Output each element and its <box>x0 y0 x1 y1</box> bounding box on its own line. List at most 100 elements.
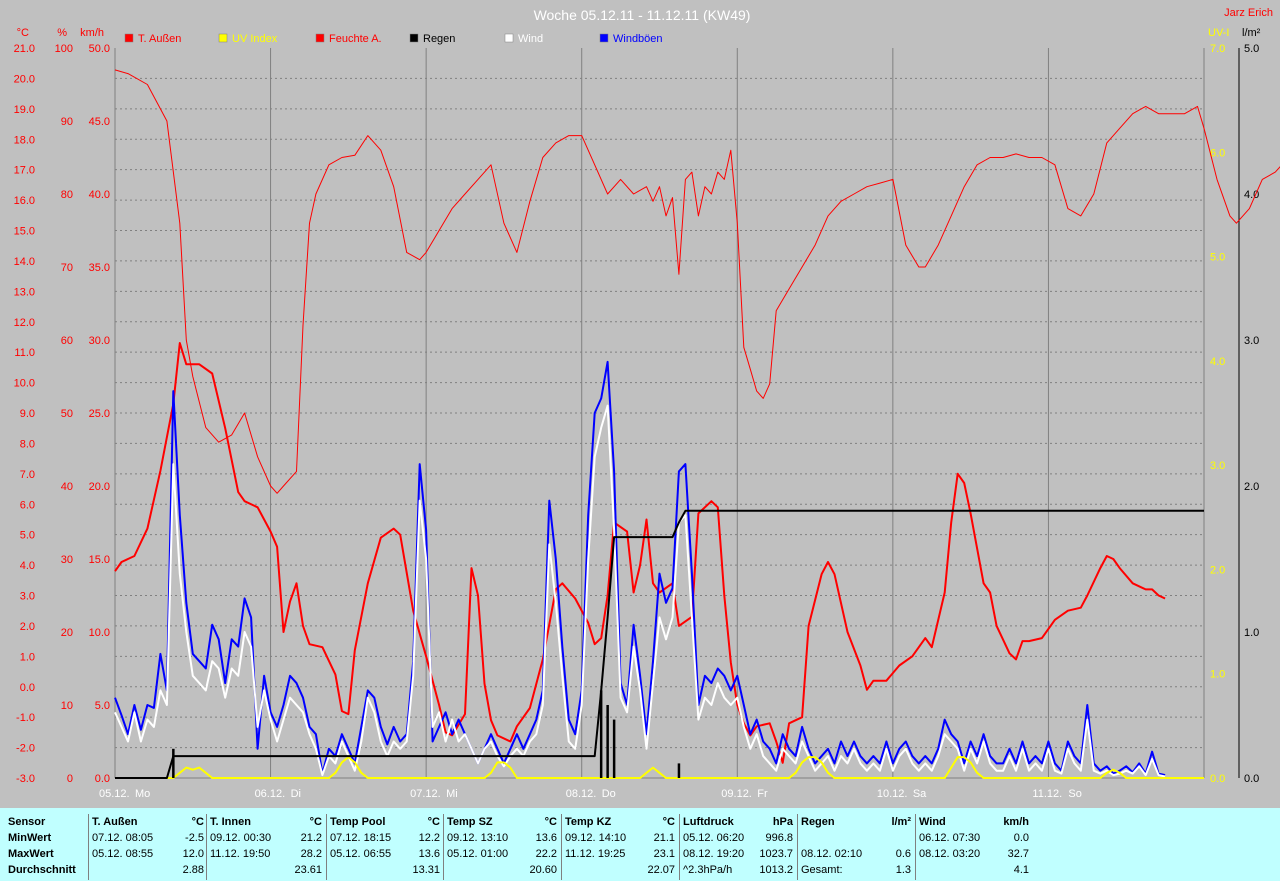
stats-cell: 06.12. 07:30 <box>919 832 981 844</box>
y-tick-label: 2.0 <box>20 621 35 633</box>
y-tick-label: 25.0 <box>89 408 110 420</box>
y-tick-label: 1.0 <box>1210 669 1225 681</box>
y-tick-label: 3.0 <box>1210 460 1225 472</box>
y-axis-unit: % <box>57 27 67 39</box>
stats-cell: °C <box>309 816 322 828</box>
stats-cell: MinWert <box>8 832 52 844</box>
stats-cell: km/h <box>1003 816 1029 828</box>
stats-cell: 22.07 <box>647 864 675 876</box>
stats-cell: 09.12. 00:30 <box>210 832 272 844</box>
y-tick-label: 20.0 <box>14 73 35 85</box>
y-tick-label: 4.0 <box>1210 356 1225 368</box>
y-tick-label: 3.0 <box>1244 335 1259 347</box>
stats-cell: Durchschnitt <box>8 864 76 876</box>
stats-cell: 05.12. 06:55 <box>330 848 392 860</box>
series-line <box>114 404 1166 778</box>
y-tick-label: 50.0 <box>89 43 110 55</box>
legend-label: Regen <box>423 33 455 45</box>
stats-cell: 23.1 <box>653 848 675 860</box>
y-tick-label: 16.0 <box>14 195 35 207</box>
stats-divider <box>326 814 327 880</box>
stats-divider <box>561 814 562 880</box>
axes: -3.0 -2.0 -1.0 0.0 1.0 2.0 3.0 4.0 5.0 6.0 7.0 8.0 9… <box>14 27 1261 785</box>
stats-cell: °C <box>427 816 440 828</box>
stats-cell: 05.12. 06:20 <box>683 832 745 844</box>
stats-column: Luftdruck hPa 05.12. 06:20 996.8 08.12. 19:2… <box>683 808 793 881</box>
stats-cell: 1.3 <box>895 864 911 876</box>
y-tick-label: 35.0 <box>89 262 110 274</box>
y-tick-label: 60 <box>61 335 73 347</box>
stats-column: T. Außen °C 07.12. 08:05 -2.5 05.12. 08:55 12… <box>92 808 204 881</box>
stats-cell: 21.1 <box>653 832 675 844</box>
y-tick-label: 5.0 <box>95 700 110 712</box>
stats-column: Temp SZ °C 09.12. 13:10 13.6 05.12. 01:00 22.… <box>447 808 557 881</box>
stats-divider <box>797 814 798 880</box>
stats-cell: 1013.2 <box>759 864 793 876</box>
stats-cell: T. Innen <box>210 816 251 828</box>
y-tick-label: 0.0 <box>95 773 110 785</box>
y-tick-label: 80 <box>61 189 73 201</box>
y-tick-label: 70 <box>61 262 73 274</box>
stats-cell: Temp SZ <box>447 816 493 828</box>
stats-cell: °C <box>191 816 204 828</box>
stats-cell: Sensor <box>8 816 46 828</box>
stats-cell: hPa <box>772 816 793 828</box>
legend-swatch <box>315 33 325 43</box>
stats-cell: °C <box>544 816 557 828</box>
y-tick-label: 15.0 <box>89 554 110 566</box>
y-tick-label: 50 <box>61 408 73 420</box>
y-tick-label: 19.0 <box>14 104 35 116</box>
y-tick-label: 11.0 <box>14 347 35 359</box>
y-tick-label: 10 <box>61 700 73 712</box>
x-tick-day: Fr <box>757 788 768 800</box>
y-tick-label: 6.0 <box>20 499 35 511</box>
y-tick-label: 13.0 <box>14 286 35 298</box>
weather-chart: Woche 05.12.11 - 11.12.11 (KW49) Jarz Er… <box>14 7 1280 800</box>
y-tick-label: 18.0 <box>14 134 35 146</box>
legend-label: Wind <box>518 33 543 45</box>
stats-cell: 09.12. 14:10 <box>565 832 627 844</box>
y-tick-label: 15.0 <box>14 226 35 238</box>
legend-label: UV Index <box>232 33 278 45</box>
stats-cell: 4.1 <box>1013 864 1029 876</box>
stats-cell: Regen <box>801 816 835 828</box>
y-tick-label: 4.0 <box>1244 189 1259 201</box>
stats-column: Wind km/h 06.12. 07:30 0.0 08.12. 03:20 32.7 4… <box>919 808 1029 881</box>
x-tick-day: So <box>1068 788 1081 800</box>
series-group <box>114 69 1280 779</box>
stats-cell: 22.2 <box>535 848 557 860</box>
y-tick-label: -2.0 <box>16 743 35 755</box>
y-tick-label: 100 <box>55 43 73 55</box>
stats-cell: 07.12. 18:15 <box>330 832 392 844</box>
y-tick-label: 21.0 <box>14 43 35 55</box>
x-axis: 05.12. Mo 06.12. Di 07.12. Mi 08.12. Do 09.12. Fr… <box>99 788 1082 800</box>
stats-cell: l/m² <box>891 816 911 828</box>
y-tick-label: 5.0 <box>1210 252 1225 264</box>
y-tick-label: 1.0 <box>1244 627 1259 639</box>
x-tick-day: Do <box>602 788 616 800</box>
x-tick-day: Di <box>291 788 301 800</box>
y-tick-label: 0 <box>67 773 73 785</box>
stats-cell: T. Außen <box>92 816 138 828</box>
stats-cell: 996.8 <box>765 832 793 844</box>
chart-title: Woche 05.12.11 - 11.12.11 (KW49) <box>534 7 751 23</box>
stats-column: Temp KZ °C 09.12. 14:10 21.1 11.12. 19:25 23.… <box>565 808 675 881</box>
stats-cell: 12.0 <box>182 848 204 860</box>
stats-column: Regen l/m² 08.12. 02:10 0.6 Gesamt: 1.3 <box>801 808 911 881</box>
stats-cell: 08.12. 19:20 <box>683 848 745 860</box>
stats-cell: Luftdruck <box>683 816 734 828</box>
stats-cell: 23.61 <box>294 864 322 876</box>
series-line <box>114 342 1166 764</box>
legend-swatch <box>124 33 134 43</box>
stats-cell: 11.12. 19:50 <box>210 848 271 860</box>
stats-cell: °C <box>662 816 675 828</box>
y-tick-label: 10.0 <box>89 627 110 639</box>
x-tick-label: 09.12. <box>721 788 752 800</box>
legend-label: T. Außen <box>138 33 181 45</box>
y-tick-label: 4.0 <box>20 560 35 572</box>
y-tick-label: 10.0 <box>14 378 35 390</box>
y-tick-label: 30.0 <box>89 335 110 347</box>
y-tick-label: 3.0 <box>20 591 35 603</box>
stats-column: T. Innen °C 09.12. 00:30 21.2 11.12. 19:50 28… <box>210 808 322 881</box>
x-tick-day: Mi <box>446 788 458 800</box>
